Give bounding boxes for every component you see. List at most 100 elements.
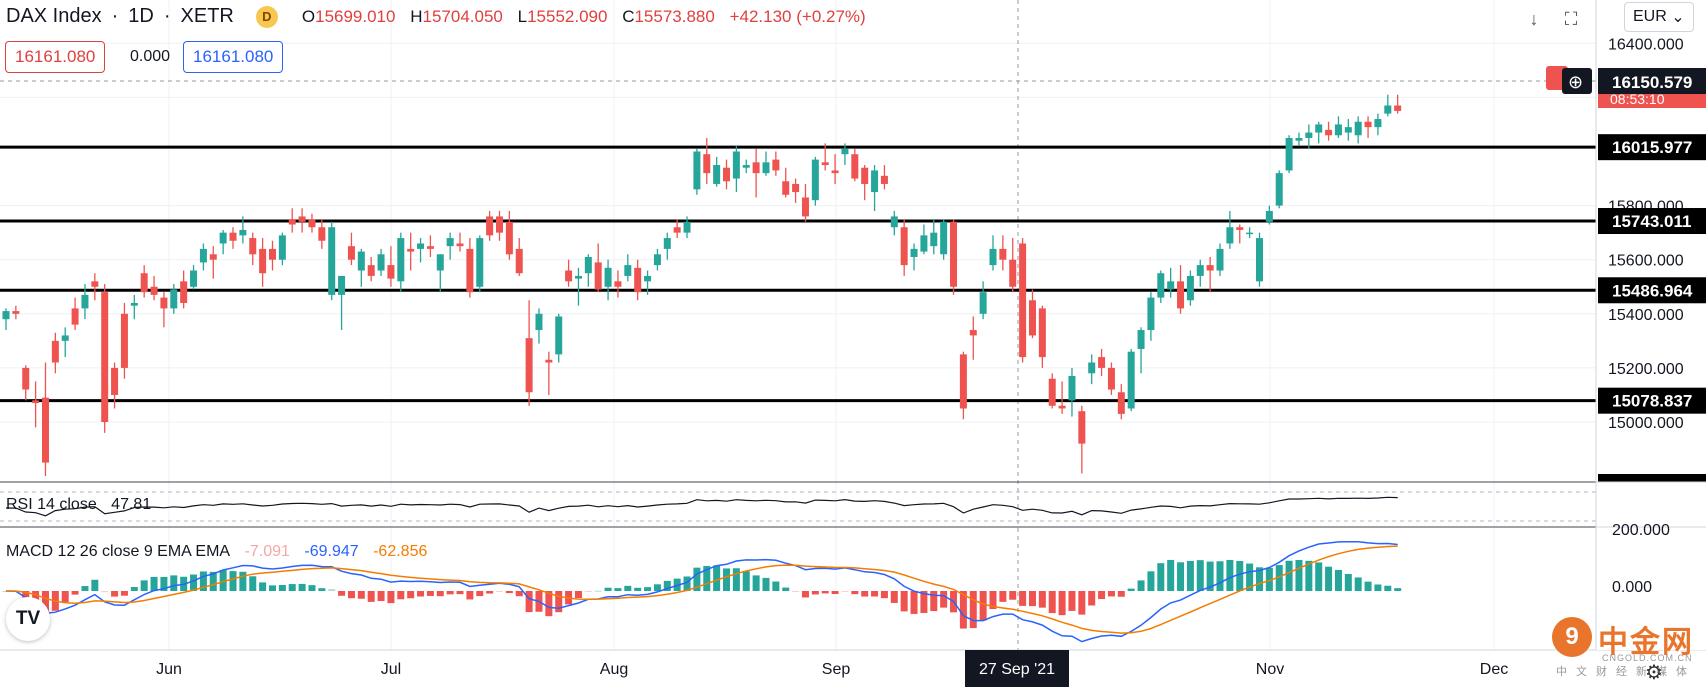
macd-hist-bar bbox=[1354, 577, 1362, 591]
macd-hist-bar bbox=[1127, 588, 1135, 591]
candle-body bbox=[1167, 281, 1175, 290]
crosshair-date-bg bbox=[965, 650, 1069, 687]
watermark: 9 中金网 CNGOLD.COM.CN 中文财经新媒体 bbox=[1546, 613, 1700, 678]
macd-hist-bar bbox=[1167, 559, 1175, 591]
candle-body bbox=[1216, 248, 1224, 271]
macd-hist-bar bbox=[831, 591, 839, 595]
macd-hist-bar bbox=[41, 591, 49, 618]
candle-body bbox=[209, 254, 217, 260]
macd-hist-bar bbox=[1196, 560, 1204, 591]
price-tick-label: 15200.000 bbox=[1608, 361, 1684, 378]
price-tick-label: 16400.000 bbox=[1608, 36, 1684, 53]
macd-hist-bar bbox=[1058, 591, 1066, 616]
time-tick-label: Dec bbox=[1480, 661, 1508, 678]
macd-hist-value: -7.091 bbox=[244, 543, 290, 560]
candle-body bbox=[535, 313, 543, 331]
candle-body bbox=[831, 170, 839, 174]
last-price-label: 16150.579 bbox=[1612, 73, 1692, 92]
macd-hist-bar bbox=[969, 591, 977, 629]
macd-hist-bar bbox=[476, 591, 484, 597]
macd-hist-bar bbox=[900, 591, 908, 612]
candle-body bbox=[446, 238, 454, 247]
macd-hist-bar bbox=[1285, 560, 1293, 591]
candle-body bbox=[357, 251, 365, 271]
price-axis[interactable]: 15000.00015200.00015400.00015600.0001580… bbox=[1546, 0, 1706, 650]
macd-hist-bar bbox=[209, 571, 217, 591]
price-tick-label: 15000.000 bbox=[1608, 415, 1684, 432]
macd-hist-bar bbox=[318, 588, 326, 591]
candle-body bbox=[199, 248, 207, 263]
macd-line-value: -69.947 bbox=[304, 543, 359, 560]
candle-body bbox=[377, 254, 385, 271]
macd-hist-bar bbox=[466, 591, 474, 600]
price-tick-label: 15600.000 bbox=[1608, 253, 1684, 270]
buy-button[interactable]: 16161.080 bbox=[183, 41, 284, 73]
macd-hist-bar bbox=[407, 591, 415, 599]
macd-hist-bar bbox=[693, 567, 701, 591]
macd-hist-bar bbox=[71, 591, 79, 595]
candle-body bbox=[683, 221, 691, 233]
macd-hist-bar bbox=[426, 591, 434, 596]
candle-body bbox=[1038, 308, 1046, 358]
macd-hist-bar bbox=[1255, 567, 1263, 591]
macd-hist-bar bbox=[505, 591, 513, 594]
macd-hist-bar bbox=[555, 591, 563, 613]
macd-hist-bar bbox=[979, 591, 987, 621]
macd-hist-bar bbox=[614, 588, 622, 591]
candle-body bbox=[950, 221, 958, 287]
candle-body bbox=[1157, 273, 1165, 298]
candle-body bbox=[703, 154, 711, 174]
candle-body bbox=[91, 281, 99, 287]
macd-hist-bar bbox=[1137, 580, 1145, 591]
macd-hist-bar bbox=[1275, 565, 1283, 591]
fullscreen-icon[interactable]: ⛶ bbox=[1564, 8, 1578, 29]
macd-hist-bar bbox=[486, 591, 494, 594]
candle-body bbox=[1354, 121, 1362, 136]
price-axis-bg bbox=[1596, 0, 1706, 650]
candle-body bbox=[160, 297, 168, 309]
candle-body bbox=[1137, 330, 1145, 349]
macd-hist-bar bbox=[288, 584, 296, 591]
candle-body bbox=[190, 270, 198, 287]
candle-body bbox=[871, 170, 879, 193]
price-tick-label: 15400.000 bbox=[1608, 307, 1684, 324]
candle-body bbox=[239, 229, 247, 236]
watermark-text: 中金网 bbox=[1598, 625, 1694, 660]
macd-hist-bar bbox=[1009, 591, 1017, 600]
gear-icon[interactable]: ⚙ bbox=[1645, 662, 1663, 684]
macd-hist-bar bbox=[782, 587, 790, 591]
delayed-badge[interactable]: D bbox=[255, 5, 278, 28]
macd-tick-label: 0.000 bbox=[1612, 579, 1652, 596]
candle-body bbox=[407, 248, 415, 252]
candle-body bbox=[1374, 119, 1382, 128]
candle-body bbox=[170, 289, 178, 309]
rsi-legend[interactable]: RSI 14 close 47.81 bbox=[6, 496, 161, 514]
macd-hist-bar bbox=[1236, 561, 1244, 591]
candle-body bbox=[1078, 411, 1086, 444]
candle-body bbox=[150, 286, 158, 295]
interval-label[interactable]: 1D bbox=[128, 5, 154, 27]
candle-body bbox=[752, 162, 760, 174]
currency-select[interactable]: EUR ⌄ bbox=[1624, 2, 1694, 32]
candle-body bbox=[41, 397, 49, 463]
macd-hist-bar bbox=[723, 568, 731, 591]
symbol-name[interactable]: DAX Index bbox=[6, 5, 102, 27]
time-axis[interactable]: Jun Jul Aug Sep Nov Dec 27 Sep '21 bbox=[156, 650, 1508, 687]
macd-hist-bar bbox=[959, 591, 967, 629]
macd-hist-bar bbox=[357, 591, 365, 599]
download-icon[interactable]: ↓ bbox=[1529, 8, 1539, 29]
candle-body bbox=[732, 151, 740, 179]
candle-body bbox=[1107, 367, 1115, 390]
macd-hist-bar bbox=[1019, 591, 1027, 606]
macd-hist-bar bbox=[328, 589, 336, 591]
macd-legend[interactable]: MACD 12 26 close 9 EMA EMA -7.091 -69.94… bbox=[6, 543, 437, 561]
candle-body bbox=[673, 227, 681, 233]
level-price-label: 16015.977 bbox=[1612, 138, 1692, 157]
tradingview-logo-icon[interactable]: TV bbox=[6, 597, 50, 641]
macd-hist-bar bbox=[1325, 566, 1333, 591]
rsi-line bbox=[5, 496, 1398, 517]
candle-body bbox=[347, 246, 355, 260]
sell-button[interactable]: 16161.080 bbox=[5, 41, 106, 73]
candle-body bbox=[268, 248, 276, 260]
